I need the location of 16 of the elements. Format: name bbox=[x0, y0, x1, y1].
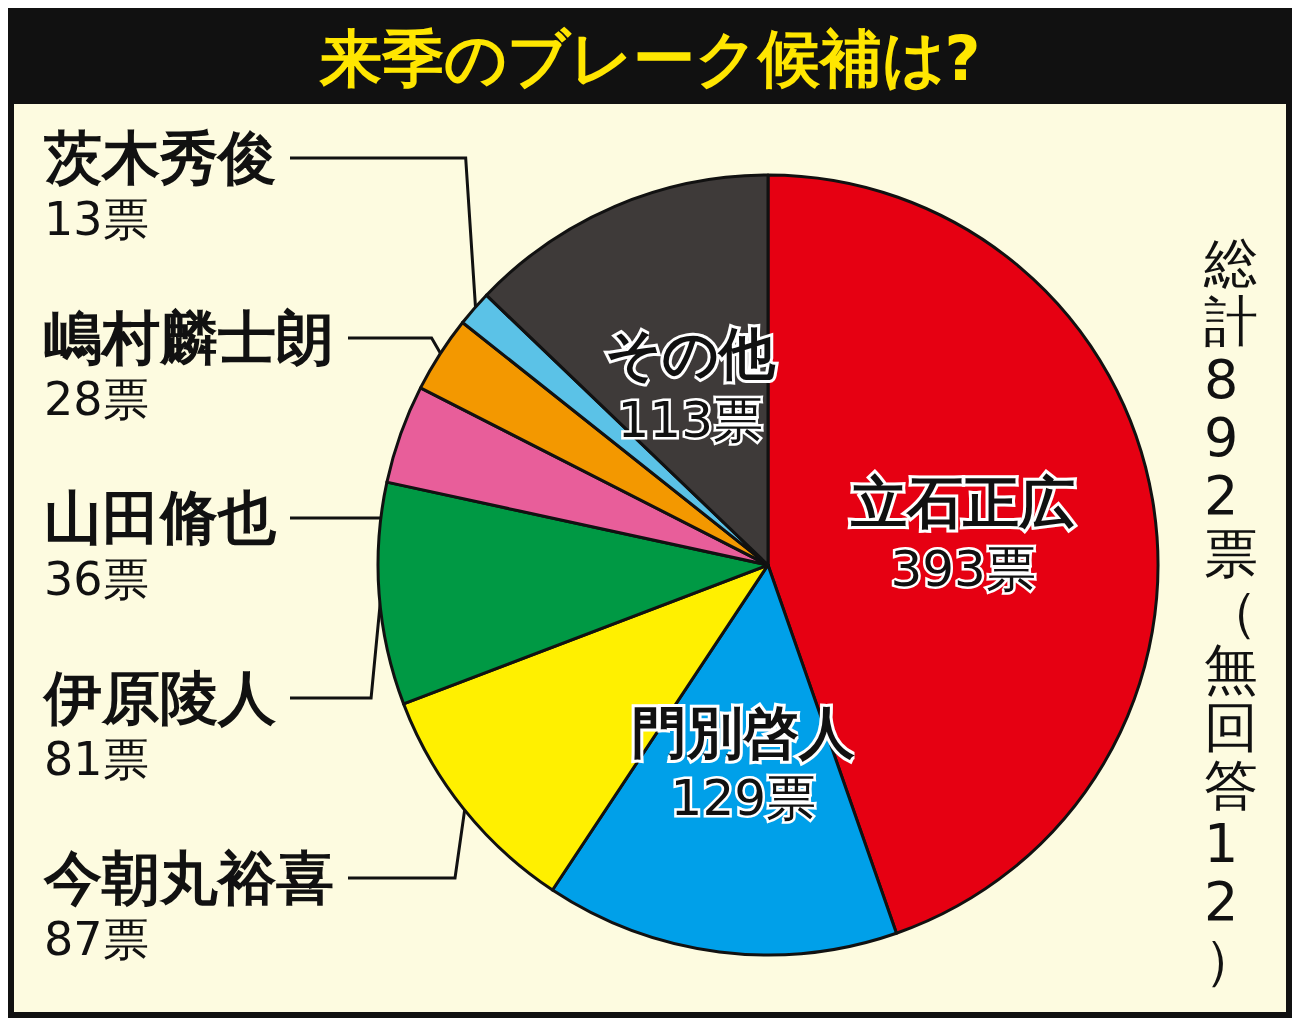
slice-label: 山田脩也 bbox=[44, 484, 277, 552]
slice-label: 伊原陵人 bbox=[42, 664, 276, 732]
data-label: 87票 bbox=[44, 912, 149, 966]
data-label: 129票 bbox=[670, 769, 817, 828]
data-label: 113票 bbox=[617, 390, 763, 449]
slice-label: 立石正広 bbox=[850, 470, 1076, 536]
chart-title: 来季のブレーク候補は? bbox=[318, 21, 982, 97]
slice-label: 今朝丸裕喜 bbox=[43, 844, 334, 912]
data-label: 28票 bbox=[44, 372, 149, 426]
data-label: 36票 bbox=[44, 552, 149, 606]
data-label: 81票 bbox=[44, 732, 149, 786]
slice-label: 嶋村麟士朗 bbox=[44, 304, 334, 372]
slice-label: 茨木秀俊 bbox=[43, 124, 276, 192]
text: 総計892票（無回答12） bbox=[1204, 231, 1258, 991]
data-label: 13票 bbox=[44, 192, 149, 246]
data-label: 393票 bbox=[890, 539, 1036, 598]
